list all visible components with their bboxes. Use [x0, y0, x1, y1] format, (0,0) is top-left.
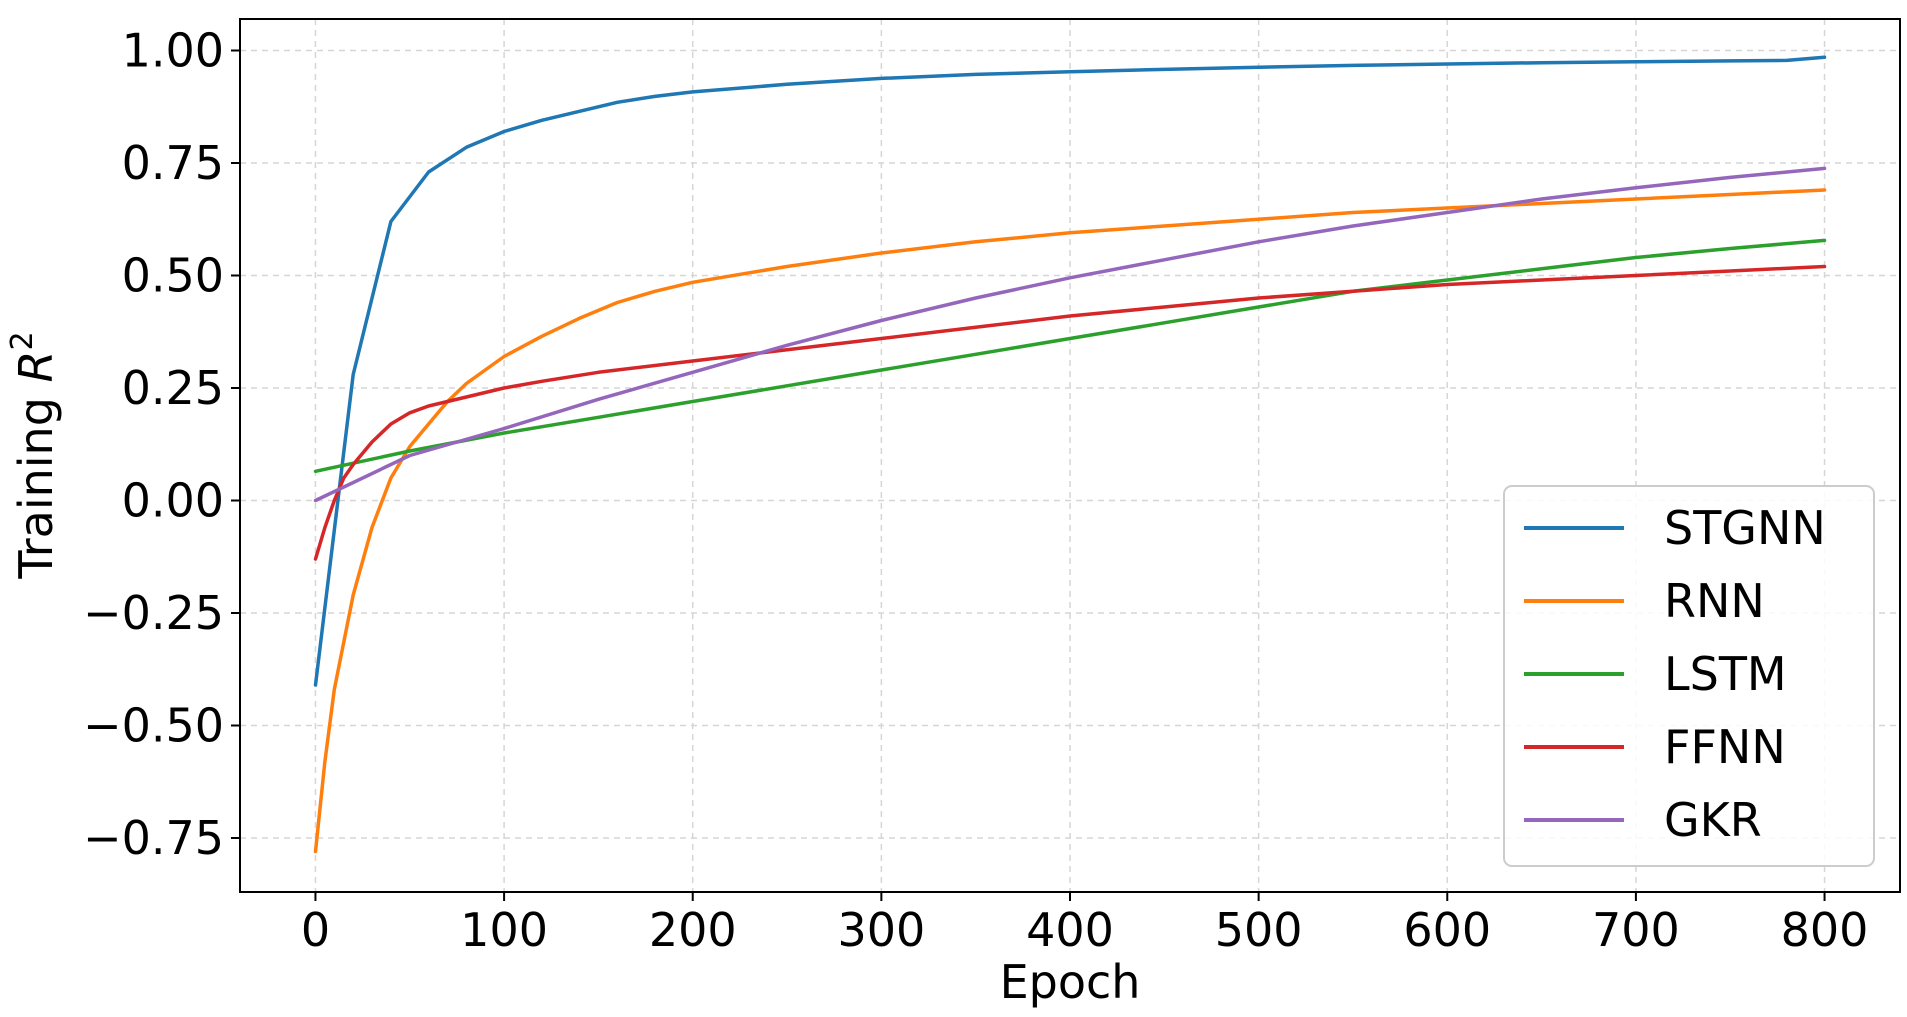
series-line-rnn — [313, 188, 1827, 854]
y-axis-label-prefix: Training — [9, 382, 63, 579]
x-tick-label: 500 — [1215, 903, 1303, 957]
y-axis-label-superscript: 2 — [5, 331, 40, 350]
legend-label-ffnn: FFNN — [1664, 720, 1786, 774]
y-tick-label: −0.25 — [83, 586, 224, 640]
y-tick-label: 1.00 — [122, 24, 224, 78]
y-axis-label: Training R2 — [5, 331, 63, 579]
series-line-stgnn — [313, 55, 1827, 687]
y-tick-label: 0.25 — [122, 361, 224, 415]
x-axis-label: Epoch — [1000, 955, 1141, 1009]
legend-label-rnn: RNN — [1664, 574, 1765, 628]
x-tick-label: 600 — [1403, 903, 1491, 957]
y-axis-label-variable: R — [9, 350, 63, 382]
series-lines — [313, 55, 1827, 854]
x-tick-label: 300 — [837, 903, 925, 957]
x-tick-label: 200 — [649, 903, 737, 957]
y-tick-label: −0.75 — [83, 811, 224, 865]
y-tick-label: −0.50 — [83, 699, 224, 753]
legend-box — [1503, 485, 1875, 867]
legend-label-stgnn: STGNN — [1664, 501, 1826, 555]
y-tick-label: 0.00 — [122, 474, 224, 528]
y-tick-label: 0.75 — [122, 136, 224, 190]
x-tick-label: 700 — [1592, 903, 1680, 957]
x-tick-label: 400 — [1026, 903, 1114, 957]
x-tick-label: 800 — [1781, 903, 1869, 957]
legend-label-lstm: LSTM — [1664, 647, 1787, 701]
axis-ticks: 0 100 200 300 400 500 600 700 800 1.00 0.75 0.50 0.2… — [83, 24, 1868, 958]
x-tick-label: 100 — [460, 903, 548, 957]
x-tick-label: 0 — [301, 903, 330, 957]
series-line-ffnn — [313, 264, 1827, 561]
legend: STGNN RNN LSTM FFNN GKR — [1503, 485, 1875, 867]
series-line-lstm — [313, 238, 1827, 474]
y-tick-label: 0.50 — [122, 249, 224, 303]
series-line-gkr — [313, 166, 1827, 503]
legend-label-gkr: GKR — [1664, 793, 1762, 847]
